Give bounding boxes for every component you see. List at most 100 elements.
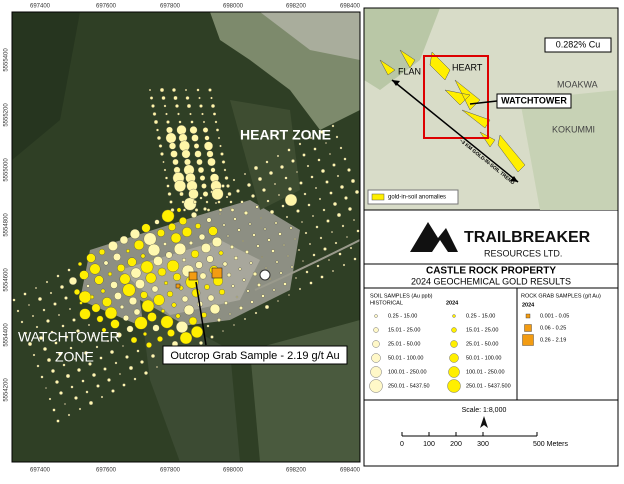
soil-sample [191,134,199,142]
legend-label: 25.01 - 50.00 [466,341,498,347]
soil-sample [294,276,298,280]
x-coord: 698400 [340,4,361,10]
soil-sample [152,324,160,332]
soil-sample [191,212,197,218]
soil-sample [307,203,311,207]
soil-sample [167,192,172,196]
soil-sample [334,241,338,245]
legend-label: 50.01 - 100.00 [466,355,501,361]
soil-sample [88,400,94,406]
soil-sample [251,194,255,198]
soil-sample [274,221,278,225]
soil-sample [230,208,235,212]
legend-symbol [373,327,379,333]
x-coord: 697600 [96,4,117,10]
soil-sample [259,269,271,281]
soil-sample [302,153,306,157]
soil-sample [349,246,353,250]
soil-sample [20,320,24,324]
soil-sample [91,334,95,338]
soil-sample [331,269,335,273]
soil-sample [45,280,49,284]
soil-sample [153,256,163,266]
soil-sample [341,224,345,228]
soil-sample [210,335,214,339]
soil-sample [57,313,61,317]
soil-sample [182,227,192,237]
soil-sample [191,326,203,338]
soil-sample [210,167,216,173]
soil-sample [226,184,230,188]
soil-sample [255,205,259,209]
soil-sample [42,346,48,352]
soil-sample [242,278,246,282]
soil-sample [48,397,52,401]
soil-sample [151,104,155,108]
soil-sample [209,303,221,315]
soil-sample [199,104,203,108]
soil-sample [158,144,163,148]
soil-sample [199,196,203,200]
soil-sample [119,273,131,285]
soil-sample [240,200,244,204]
soil-sample [201,243,211,253]
soil-sample [159,87,165,93]
x-coord: 698000 [223,4,244,10]
soil-sample [45,387,47,389]
rock-sample [188,271,198,281]
soil-sample [166,184,170,188]
soil-sample [284,176,288,180]
soil-sample [221,160,226,164]
legend-label: 0.25 - 15.00 [388,313,417,319]
soil-sample [296,209,300,213]
soil-sample [79,270,89,280]
soil-sample [219,144,222,148]
soil-sample [202,127,209,133]
soil-sample [127,257,137,267]
soil-sample [56,274,60,278]
soil-sample [32,353,36,357]
soil-sample [314,186,318,190]
soil-sample [185,96,190,100]
soil-sample [287,148,291,152]
soil-sample [35,325,39,329]
soil-sample [189,126,198,134]
soil-sample [176,207,182,213]
soil-sample [96,384,100,388]
soil-sample [248,222,252,226]
panel-frame [363,7,619,467]
soil-sample [206,217,212,223]
soil-sample [34,286,38,290]
soil-sample [147,312,157,322]
soil-sample [119,235,129,245]
scale-label: 100 [423,441,435,448]
soil-sample [51,369,55,373]
soil-sample [170,208,175,212]
soil-sample [157,229,165,237]
soil-sample [153,294,165,306]
soil-sample [269,209,275,215]
subtitle: 2024 GEOCHEMICAL GOLD RESULTS [411,276,571,286]
soil-sample [58,352,62,356]
soil-sample [229,200,233,204]
x-coord: 697600 [96,468,117,474]
soil-sample [273,182,277,186]
soil-sample [168,223,176,231]
soil-sample [141,223,151,233]
soil-sample [303,192,307,196]
scale-label: 500 Meters [533,441,569,448]
soil-sample [155,365,159,369]
main-map: HEART ZONE WATCHTOWER ZONE Outcrop Grab … [12,12,360,462]
soil-sample [189,112,192,116]
soil-sample [106,339,110,343]
y-coord: 5554600 [4,268,10,292]
soil-sample [173,242,187,256]
soil-sample [285,215,289,219]
scale-label: 200 [450,441,462,448]
soil-sample [256,244,260,248]
soil-sample [199,341,203,345]
soil-sample [53,302,57,306]
soil-sample [176,321,188,333]
legend-label: 25.01 - 50.00 [388,341,420,347]
soil-sample [114,361,118,365]
